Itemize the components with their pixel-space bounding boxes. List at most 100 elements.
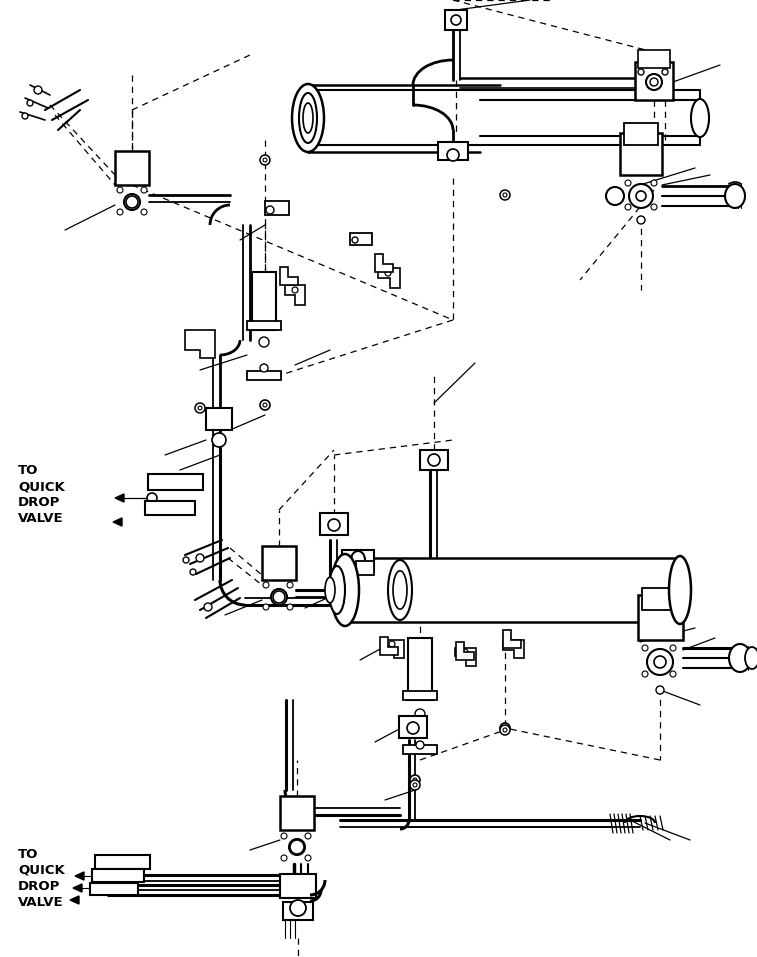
Circle shape [500, 725, 510, 735]
Circle shape [260, 400, 270, 410]
Circle shape [147, 493, 157, 503]
Bar [247, 321, 281, 330]
Bar [445, 10, 467, 30]
Circle shape [22, 113, 28, 119]
Circle shape [656, 686, 664, 694]
Circle shape [117, 187, 123, 193]
Bar [403, 691, 437, 700]
Circle shape [204, 603, 212, 611]
Circle shape [290, 840, 304, 854]
Circle shape [462, 649, 468, 655]
Circle shape [259, 337, 269, 347]
Bar [206, 408, 232, 430]
Circle shape [126, 196, 138, 208]
Polygon shape [503, 640, 524, 658]
Circle shape [625, 204, 631, 210]
Bar [145, 501, 195, 515]
Polygon shape [456, 642, 474, 660]
Circle shape [290, 900, 306, 916]
Bar [252, 272, 276, 330]
Circle shape [410, 780, 420, 790]
Circle shape [407, 722, 419, 734]
Circle shape [117, 209, 123, 215]
Circle shape [647, 649, 673, 675]
Bar [262, 546, 296, 580]
Polygon shape [380, 637, 398, 655]
Circle shape [305, 855, 311, 861]
Ellipse shape [388, 560, 412, 620]
Circle shape [263, 403, 267, 407]
Circle shape [141, 187, 147, 193]
Bar [438, 142, 468, 160]
Circle shape [389, 641, 395, 647]
Ellipse shape [745, 647, 757, 669]
Circle shape [650, 78, 658, 86]
Ellipse shape [729, 644, 751, 672]
Polygon shape [280, 267, 298, 285]
Circle shape [642, 671, 648, 677]
Ellipse shape [606, 187, 624, 205]
Circle shape [263, 158, 267, 162]
Circle shape [636, 191, 646, 201]
Bar [420, 450, 448, 470]
Polygon shape [75, 872, 84, 880]
Circle shape [260, 364, 268, 372]
Circle shape [651, 204, 657, 210]
Circle shape [287, 582, 293, 588]
Circle shape [503, 728, 507, 732]
Circle shape [273, 591, 285, 603]
Circle shape [263, 604, 269, 610]
Text: TO
QUICK
DROP
VALVE: TO QUICK DROP VALVE [18, 464, 65, 525]
Circle shape [266, 206, 274, 214]
Bar [148, 474, 203, 490]
Bar [265, 201, 289, 215]
Bar [342, 550, 374, 570]
Polygon shape [503, 630, 521, 648]
Bar [624, 123, 658, 145]
Polygon shape [70, 896, 79, 904]
Bar [350, 233, 372, 245]
Circle shape [654, 656, 666, 668]
Ellipse shape [351, 551, 365, 569]
Circle shape [637, 216, 645, 224]
Bar [280, 796, 314, 830]
Polygon shape [375, 254, 393, 272]
Ellipse shape [329, 566, 345, 614]
Ellipse shape [289, 839, 305, 855]
Ellipse shape [271, 589, 287, 605]
Ellipse shape [669, 556, 691, 624]
Ellipse shape [325, 577, 335, 603]
Ellipse shape [292, 84, 324, 152]
Circle shape [415, 709, 425, 719]
Bar [283, 902, 313, 920]
Polygon shape [115, 494, 124, 502]
Bar [635, 62, 673, 100]
Circle shape [287, 604, 293, 610]
Bar [403, 745, 437, 754]
Circle shape [328, 519, 340, 531]
Polygon shape [382, 640, 404, 658]
Bar [399, 716, 427, 738]
Circle shape [195, 403, 205, 413]
Polygon shape [113, 518, 122, 526]
Circle shape [416, 741, 424, 749]
Circle shape [34, 86, 42, 94]
Circle shape [92, 884, 100, 892]
Circle shape [503, 726, 507, 730]
Circle shape [95, 872, 103, 880]
Circle shape [670, 645, 676, 651]
Bar [92, 869, 144, 882]
Circle shape [625, 180, 631, 186]
Circle shape [638, 69, 644, 75]
Polygon shape [185, 330, 215, 358]
Circle shape [263, 582, 269, 588]
Bar [90, 883, 138, 895]
Bar [638, 595, 683, 640]
Circle shape [281, 855, 287, 861]
Bar [642, 588, 679, 610]
Circle shape [183, 557, 189, 563]
Polygon shape [455, 648, 476, 666]
Circle shape [500, 190, 510, 200]
Circle shape [413, 783, 417, 787]
Ellipse shape [725, 184, 745, 208]
